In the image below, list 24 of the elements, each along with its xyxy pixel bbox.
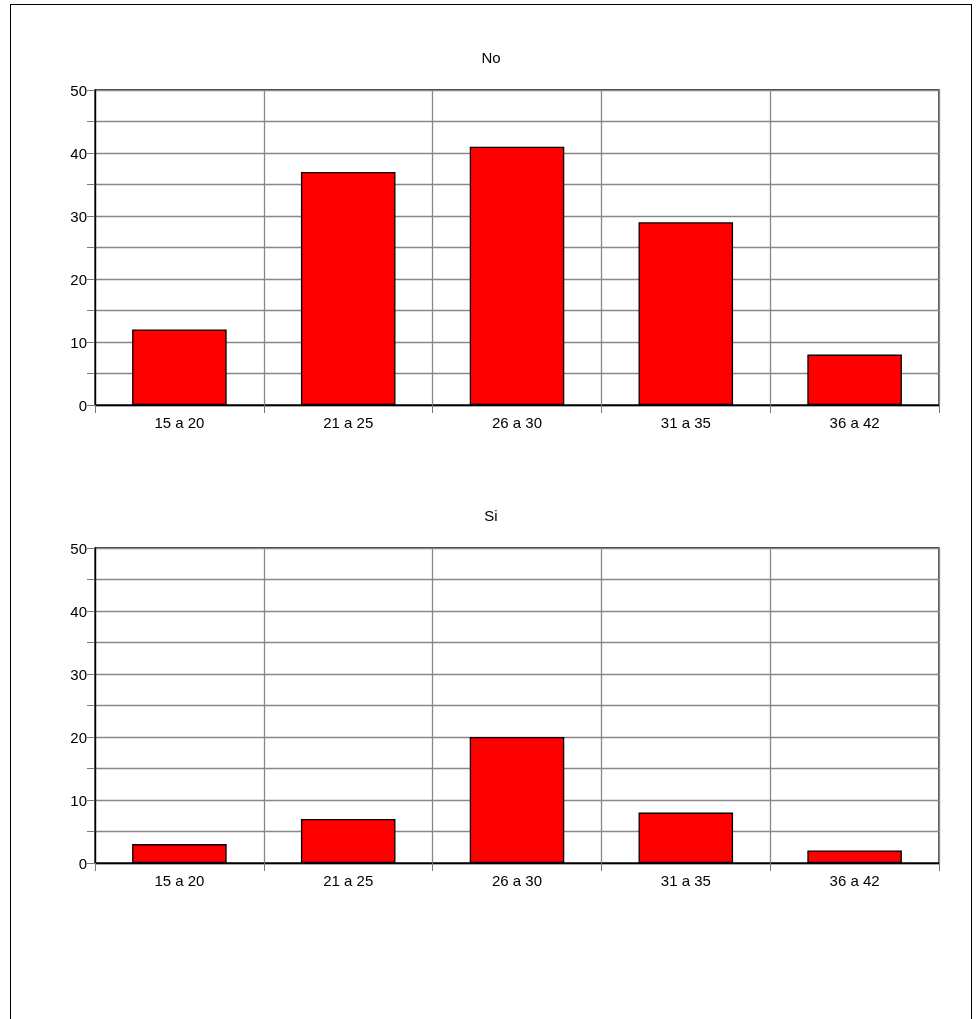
- chart-title: No: [481, 49, 501, 66]
- y-tick-label: 20: [70, 728, 87, 746]
- x-tick-label: 15 a 20: [154, 872, 205, 889]
- y-tick-label: 0: [78, 396, 87, 414]
- y-tick-label: 50: [70, 539, 87, 557]
- chart-title: Si: [484, 507, 498, 524]
- y-tick-label: 0: [78, 854, 87, 872]
- y-tick-label: 20: [70, 270, 87, 288]
- y-tick-label: 30: [70, 207, 87, 225]
- y-tick-label: 10: [70, 333, 87, 351]
- y-tick-label: 40: [70, 144, 87, 162]
- x-tick-label: 26 a 30: [491, 414, 543, 431]
- x-tick-label: 31 a 35: [660, 872, 711, 889]
- x-tick-label: 31 a 35: [660, 414, 711, 431]
- y-tick-label: 40: [70, 602, 87, 620]
- x-tick-label: 21 a 25: [323, 414, 374, 431]
- y-tick-label: 30: [70, 665, 87, 683]
- y-tick-label: 10: [70, 791, 87, 809]
- x-tick-label: 21 a 25: [323, 872, 374, 889]
- x-tick-label: 15 a 20: [154, 414, 205, 431]
- x-tick-label: 26 a 30: [491, 872, 543, 889]
- x-tick-label: 36 a 42: [829, 872, 880, 889]
- x-tick-label: 36 a 42: [829, 414, 880, 431]
- y-tick-label: 50: [70, 81, 87, 99]
